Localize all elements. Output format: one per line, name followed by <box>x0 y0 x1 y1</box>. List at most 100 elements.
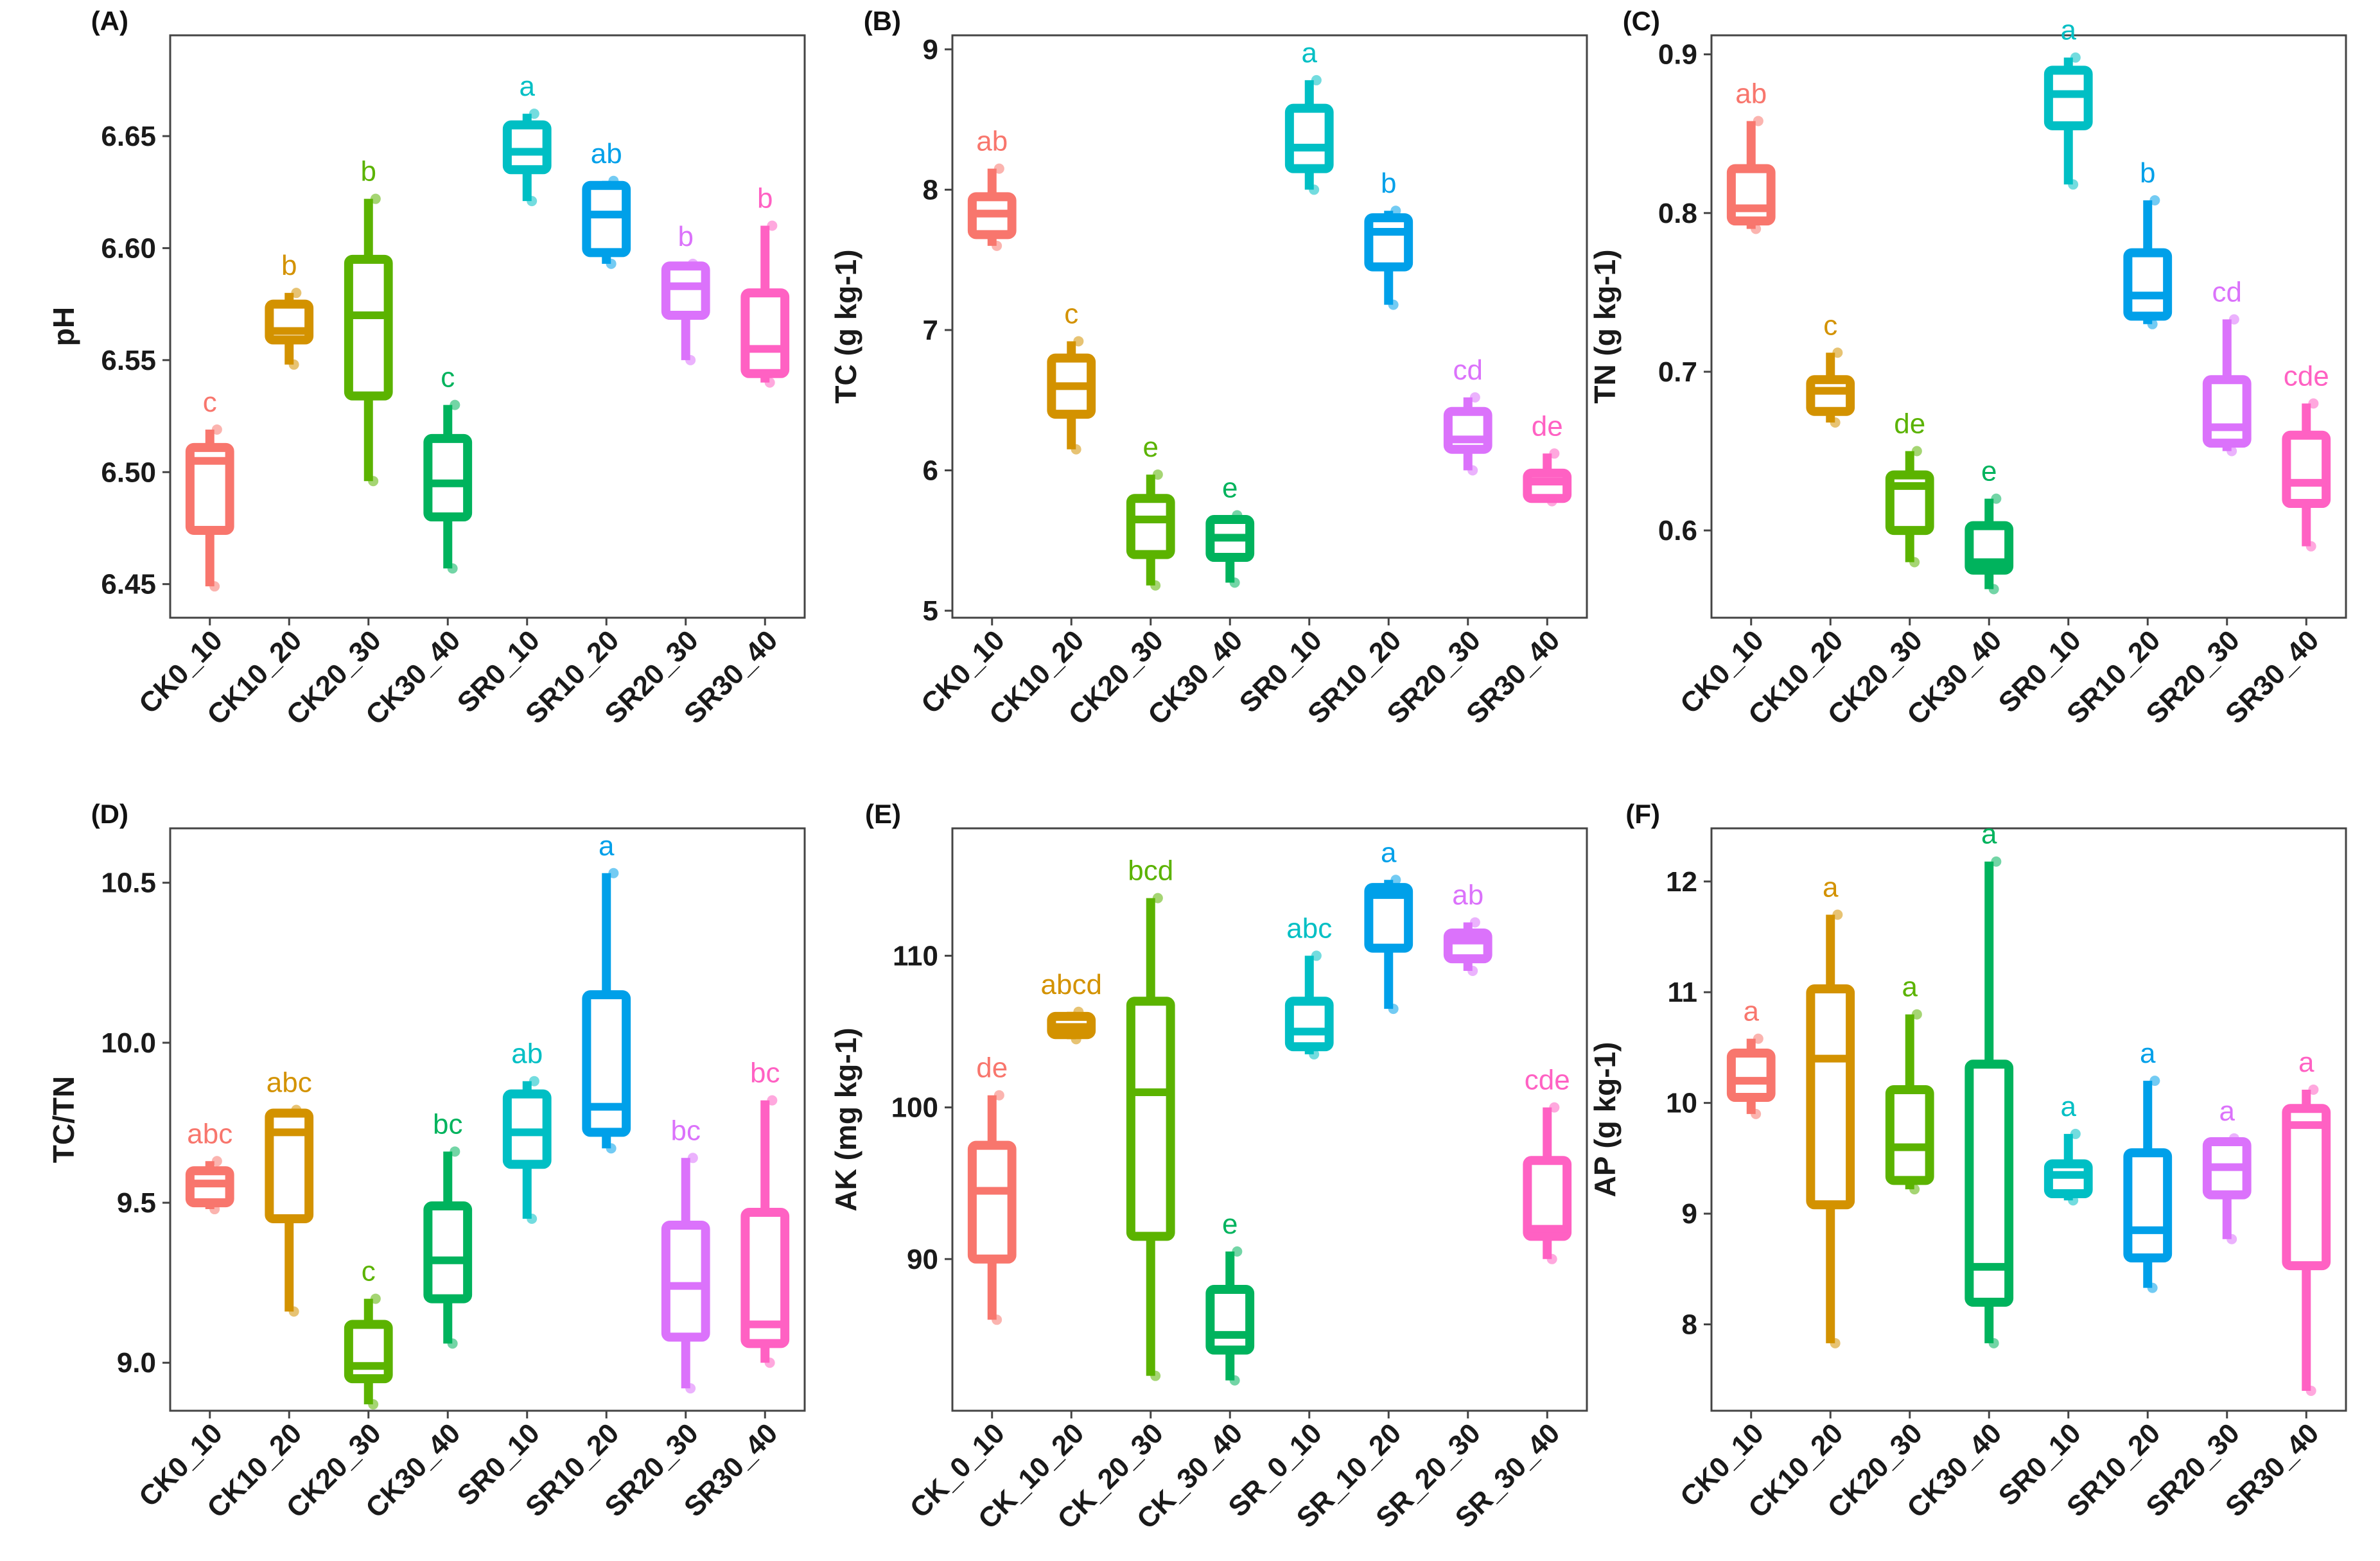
panel-a: (A)pH6.456.506.556.606.65CK0_10CK10_20CK… <box>47 6 806 731</box>
significance-letter: b <box>361 156 376 187</box>
y-tick-label: 100 <box>891 1092 938 1124</box>
box-ck10-20: c <box>1047 298 1096 455</box>
significance-letter: b <box>678 221 694 252</box>
y-axis-label: AK (mg kg-1) <box>829 1027 862 1211</box>
y-tick-label: 10.5 <box>101 868 156 899</box>
box-sr0-10: a <box>502 71 552 207</box>
box-ck0-10: abc <box>185 1118 234 1215</box>
y-tick-label: 7 <box>923 315 938 346</box>
max-point <box>1469 392 1480 403</box>
box-sr10-20: a <box>2123 1038 2173 1293</box>
iqr-box <box>2282 1104 2331 1271</box>
min-point <box>1229 577 1240 588</box>
max-point <box>1152 469 1163 480</box>
panel-label: (F) <box>1625 799 1660 829</box>
y-axis-label: pH <box>47 307 80 346</box>
max-point <box>211 1156 222 1167</box>
significance-letter: a <box>2298 1047 2314 1078</box>
box-ck30-40: bc <box>423 1108 473 1349</box>
box-ck20-30: a <box>1885 972 1934 1195</box>
box-ck20-30: de <box>1885 408 1934 568</box>
y-tick-label: 0.6 <box>1658 515 1697 546</box>
max-point <box>2228 1133 2239 1144</box>
min-point <box>764 1357 775 1368</box>
iqr-box <box>1726 164 1776 226</box>
box-ck20-30: e <box>1126 432 1175 591</box>
significance-letter: abc <box>187 1118 232 1149</box>
iqr-box <box>265 1108 314 1223</box>
y-axis-label: AP (g kg-1) <box>1588 1042 1622 1198</box>
significance-letter: a <box>599 830 615 862</box>
y-tick-label: 6.60 <box>101 232 156 264</box>
max-point <box>687 1153 698 1164</box>
min-point <box>2306 541 2316 552</box>
box-ck-30-40: e <box>1205 1208 1255 1386</box>
iqr-box <box>1523 1156 1572 1241</box>
box-ck20-30: b <box>344 156 393 487</box>
min-point <box>2147 318 2158 329</box>
y-tick-label: 6.65 <box>101 121 156 152</box>
iqr-box <box>740 288 790 378</box>
iqr-box <box>1364 213 1413 272</box>
significance-letter: bc <box>671 1115 701 1146</box>
iqr-box <box>502 120 552 175</box>
min-point <box>1988 1338 1999 1348</box>
box-sr0-10: ab <box>502 1038 552 1224</box>
box-ck10-20: c <box>1806 310 1855 428</box>
min-point <box>1388 1004 1399 1015</box>
box-ck10-20: a <box>1806 871 1855 1348</box>
y-axis-label: TC/TN <box>47 1076 80 1163</box>
y-tick-label: 9 <box>923 34 938 65</box>
iqr-box <box>1205 1285 1255 1355</box>
max-point <box>993 163 1004 174</box>
iqr-box <box>1885 1085 1934 1185</box>
box-sr10-20: ab <box>582 138 631 269</box>
max-point <box>1152 893 1163 903</box>
min-point <box>2306 1385 2316 1396</box>
iqr-box <box>1726 1049 1776 1103</box>
min-point <box>2068 1195 2079 1206</box>
min-point <box>1909 1184 1920 1195</box>
min-point <box>685 1383 696 1394</box>
max-point <box>608 175 619 186</box>
max-point <box>767 1095 778 1106</box>
significance-letter: a <box>1823 871 1839 903</box>
significance-letter: b <box>757 183 773 214</box>
significance-letter: a <box>1744 996 1760 1027</box>
panel-c: (C)TN (g kg-1)0.60.70.80.9CK0_10CK10_20C… <box>1588 6 2347 731</box>
min-point <box>1546 496 1557 507</box>
box-ck10-20: b <box>265 250 314 370</box>
iqr-box <box>344 254 393 401</box>
box-sr10-20: b <box>1364 168 1413 310</box>
box-ck0-10: c <box>185 387 234 592</box>
significance-letter: a <box>2061 1091 2077 1122</box>
max-point <box>993 1090 1004 1101</box>
max-point <box>2149 195 2160 206</box>
min-point <box>1546 1253 1557 1264</box>
max-point <box>2228 314 2239 325</box>
max-point <box>1911 1009 1922 1020</box>
iqr-box <box>661 1220 710 1342</box>
min-point <box>764 377 775 388</box>
max-point <box>1911 446 1922 457</box>
min-point <box>209 581 220 592</box>
significance-letter: c <box>203 387 217 418</box>
significance-letter: e <box>1222 472 1238 503</box>
plot-frame <box>169 827 806 1412</box>
max-point <box>529 1076 539 1086</box>
max-point <box>1991 493 2002 504</box>
plot-frame <box>951 34 1588 619</box>
iqr-box <box>661 261 710 320</box>
y-tick-label: 90 <box>907 1244 938 1275</box>
box-ck20-30: c <box>344 1256 393 1410</box>
panel-b: (B)TC (g kg-1)56789CK0_10CK10_20CK20_30C… <box>829 6 1588 731</box>
min-point <box>1309 1049 1320 1060</box>
iqr-box <box>2123 248 2173 321</box>
max-point <box>1549 448 1560 459</box>
min-point <box>527 1213 538 1224</box>
y-tick-label: 8 <box>1682 1309 1697 1341</box>
min-point <box>1467 966 1478 977</box>
max-point <box>291 288 302 299</box>
iqr-box <box>2043 1159 2093 1199</box>
box-sr30-40: cde <box>2282 360 2331 552</box>
